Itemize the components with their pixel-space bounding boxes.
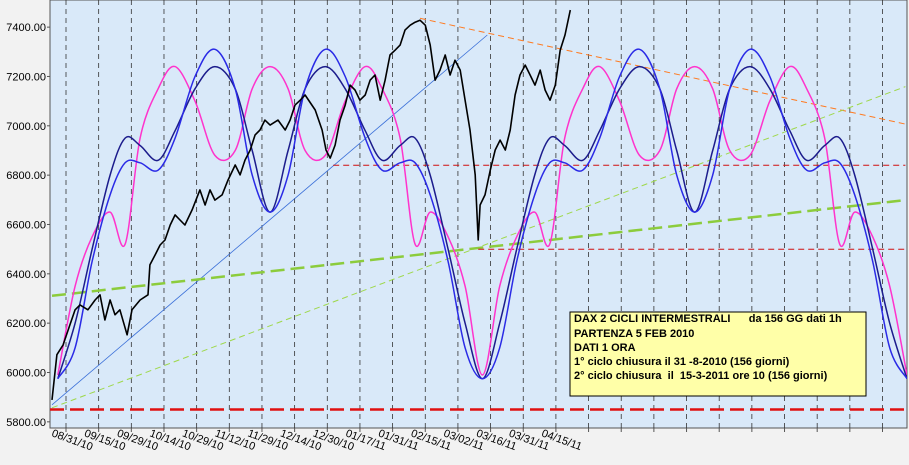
annotation-background [569,311,867,397]
y-tick-label: 7400.00 [6,22,46,34]
trend-line [51,34,488,406]
y-tick-label: 7200.00 [6,71,46,83]
y-tick-label: 6200.00 [6,318,46,330]
plot-layer [50,9,907,411]
annotation-text: 1° ciclo chiusura il 31 -8-2010 (156 gio… [574,356,790,368]
trend-line [51,198,906,298]
annotation-text: DAX 2 CICLI INTERMESTRALI da 156 GG dati… [574,313,842,325]
y-tick-label: 5800.00 [6,417,46,429]
y-tick-label: 7000.00 [6,121,46,133]
series-line [51,9,572,400]
y-tick-label: 6400.00 [6,269,46,281]
series-line [57,48,907,380]
y-tick-label: 6800.00 [6,170,46,182]
annotation-text: PARTENZA 5 FEB 2010 [574,328,694,340]
y-tick-label: 6600.00 [6,219,46,231]
y-tick-label: 6000.00 [6,367,46,379]
series-line [57,65,907,376]
annotation-text: 2° ciclo chiusura il 15-3-2011 ore 10 (1… [574,370,828,382]
annotation-text: DATI 1 ORA [574,342,636,354]
annotation-box: DAX 2 CICLI INTERMESTRALI da 156 GG dati… [569,311,867,397]
trend-line [419,17,906,125]
